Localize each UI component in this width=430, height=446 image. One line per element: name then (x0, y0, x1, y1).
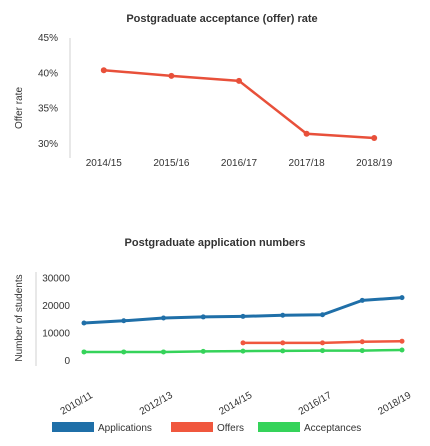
legend-swatch-applications (52, 422, 94, 432)
y-axis-label: Number of students (14, 274, 25, 361)
applications-point (399, 295, 405, 301)
applications-point (280, 312, 286, 318)
acceptances-point (200, 348, 206, 354)
legend-swatch-acceptances (258, 422, 300, 432)
x-tick-label: 2010/11 (59, 390, 96, 417)
x-tick-label: 2014/15 (217, 390, 254, 418)
offers-point (359, 339, 365, 345)
offer-rate-point (303, 130, 310, 137)
x-tick-label: 2018/19 (356, 158, 393, 169)
applications-point (359, 297, 365, 303)
y-tick-label: 35% (38, 104, 58, 115)
applications-point (121, 318, 127, 324)
y-tick-label: 40% (38, 68, 58, 79)
acceptances-point (121, 349, 127, 355)
y-tick-label: 30% (38, 139, 58, 150)
chart-title: Postgraduate acceptance (offer) rate (126, 13, 317, 25)
offers-point (280, 340, 286, 346)
x-tick-label: 2015/16 (153, 158, 190, 169)
y-axis-label: Offer rate (14, 87, 25, 129)
offer-rate-point (236, 77, 242, 84)
x-tick-label: 2017/18 (289, 158, 326, 169)
acceptances-point (161, 349, 166, 355)
offers-point (320, 340, 325, 346)
y-tick-label: 45% (38, 33, 58, 44)
offers-point (399, 338, 405, 344)
offers-point (240, 340, 246, 346)
x-tick-label: 2014/15 (86, 158, 123, 169)
offer-rate-point (371, 135, 378, 141)
offer-rate-point (100, 67, 107, 74)
applications-point (240, 313, 246, 319)
y-tick-label: 0 (64, 356, 70, 367)
x-tick-label: 2018/19 (376, 390, 413, 418)
acceptances-point (359, 348, 365, 354)
acceptances-point (240, 348, 246, 354)
y-tick-label: 10000 (42, 329, 70, 340)
application-numbers-chart: Postgraduate application numbers Number o… (14, 237, 414, 434)
acceptances-point (320, 348, 325, 354)
chart-title: Postgraduate application numbers (125, 237, 306, 249)
legend-label-applications: Applications (98, 423, 152, 434)
x-tick-label: 2012/13 (138, 390, 175, 418)
y-tick-label: 20000 (42, 301, 70, 312)
acceptances-point (280, 348, 286, 354)
applications-point (320, 312, 325, 318)
applications-point (161, 315, 166, 321)
offer-rate-chart: Postgraduate acceptance (offer) rate Offe… (14, 13, 393, 169)
legend-swatch-offers (171, 422, 213, 432)
applications-point (81, 320, 87, 326)
y-tick-label: 30000 (42, 274, 70, 285)
legend-label-offers: Offers (217, 423, 244, 434)
applications-point (200, 314, 206, 320)
acceptances-point (399, 347, 405, 353)
x-tick-label: 2016/17 (221, 158, 258, 169)
offer-rate-point (168, 72, 175, 79)
x-tick-label: 2016/17 (297, 390, 334, 418)
legend-label-acceptances: Acceptances (304, 423, 361, 434)
acceptances-point (81, 349, 87, 355)
applications-line (83, 296, 403, 325)
